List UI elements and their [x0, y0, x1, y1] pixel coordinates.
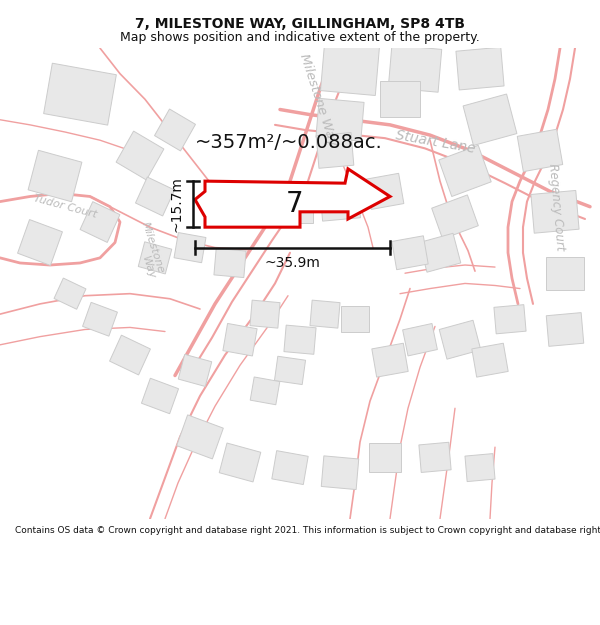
- Text: Map shows position and indicative extent of the property.: Map shows position and indicative extent…: [120, 31, 480, 44]
- Polygon shape: [546, 312, 584, 346]
- Polygon shape: [44, 63, 116, 125]
- Text: 7: 7: [286, 189, 304, 218]
- Polygon shape: [463, 94, 517, 146]
- Polygon shape: [316, 132, 354, 168]
- Polygon shape: [392, 236, 428, 270]
- Polygon shape: [472, 343, 508, 377]
- Polygon shape: [316, 98, 364, 141]
- Polygon shape: [494, 304, 526, 334]
- Text: ~15.7m: ~15.7m: [170, 176, 184, 232]
- Polygon shape: [321, 456, 359, 489]
- Text: Stuart Lane: Stuart Lane: [394, 128, 476, 156]
- Text: Regency Court: Regency Court: [546, 162, 566, 251]
- Polygon shape: [310, 300, 340, 328]
- Polygon shape: [28, 150, 82, 202]
- Text: Contains OS data © Crown copyright and database right 2021. This information is : Contains OS data © Crown copyright and d…: [15, 526, 600, 535]
- Polygon shape: [465, 454, 495, 482]
- Polygon shape: [546, 257, 584, 289]
- Polygon shape: [419, 233, 461, 272]
- Polygon shape: [431, 195, 478, 239]
- Text: Milestone Way: Milestone Way: [297, 51, 339, 147]
- Polygon shape: [83, 302, 118, 336]
- Polygon shape: [195, 169, 390, 227]
- Polygon shape: [136, 177, 175, 216]
- Polygon shape: [116, 131, 164, 180]
- Polygon shape: [439, 320, 481, 359]
- Polygon shape: [110, 335, 151, 375]
- Polygon shape: [174, 232, 206, 262]
- Text: Milestone: Milestone: [140, 221, 166, 274]
- Polygon shape: [250, 377, 280, 405]
- Polygon shape: [219, 443, 261, 482]
- Polygon shape: [176, 415, 223, 459]
- Polygon shape: [284, 325, 316, 354]
- Polygon shape: [155, 109, 196, 151]
- Polygon shape: [372, 343, 408, 377]
- Text: ~35.9m: ~35.9m: [265, 256, 320, 270]
- Text: Way: Way: [140, 255, 157, 281]
- Polygon shape: [517, 129, 563, 172]
- Polygon shape: [272, 451, 308, 484]
- Polygon shape: [320, 42, 379, 96]
- Polygon shape: [250, 300, 280, 328]
- Polygon shape: [341, 306, 369, 332]
- Text: 7, MILESTONE WAY, GILLINGHAM, SP8 4TB: 7, MILESTONE WAY, GILLINGHAM, SP8 4TB: [135, 18, 465, 31]
- Polygon shape: [380, 81, 420, 117]
- Polygon shape: [80, 202, 120, 242]
- Polygon shape: [366, 173, 404, 209]
- Text: ~357m²/~0.088ac.: ~357m²/~0.088ac.: [195, 132, 383, 152]
- Text: Tudor Court: Tudor Court: [32, 194, 98, 220]
- Polygon shape: [142, 378, 179, 414]
- Polygon shape: [419, 442, 451, 472]
- Polygon shape: [214, 248, 246, 278]
- Polygon shape: [456, 48, 504, 90]
- Polygon shape: [54, 278, 86, 309]
- Polygon shape: [257, 184, 313, 223]
- Polygon shape: [439, 145, 491, 196]
- Polygon shape: [320, 182, 361, 221]
- Polygon shape: [274, 356, 305, 384]
- Polygon shape: [403, 324, 437, 356]
- Polygon shape: [369, 443, 401, 472]
- Polygon shape: [138, 242, 172, 274]
- Polygon shape: [388, 45, 442, 92]
- Polygon shape: [223, 324, 257, 356]
- Polygon shape: [531, 191, 579, 233]
- Polygon shape: [178, 354, 212, 386]
- Polygon shape: [17, 219, 62, 266]
